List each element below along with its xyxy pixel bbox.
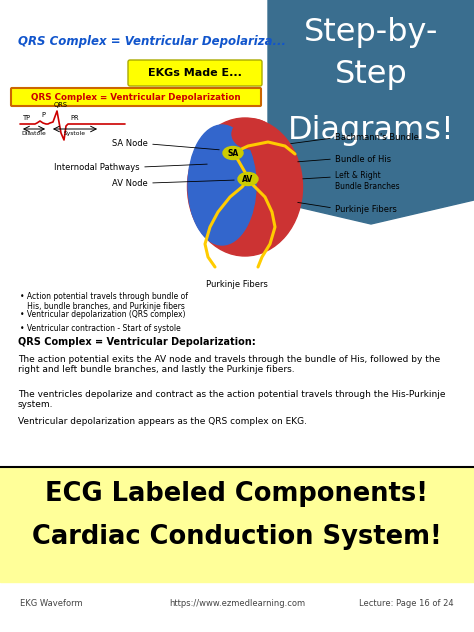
Text: Cardiac Conduction System!: Cardiac Conduction System! bbox=[32, 524, 442, 550]
Text: Systole: Systole bbox=[64, 131, 86, 136]
Text: AV: AV bbox=[242, 174, 254, 183]
Text: Lecture: Page 16 of 24: Lecture: Page 16 of 24 bbox=[359, 600, 454, 609]
Text: TP: TP bbox=[23, 115, 31, 121]
FancyBboxPatch shape bbox=[11, 88, 261, 106]
Text: P: P bbox=[41, 112, 45, 118]
FancyBboxPatch shape bbox=[128, 60, 262, 86]
Text: Bachmann's Bundle: Bachmann's Bundle bbox=[335, 133, 419, 142]
Bar bbox=[8, 99, 266, 284]
Text: ECG Labeled Components!: ECG Labeled Components! bbox=[46, 481, 428, 507]
Text: AV Node: AV Node bbox=[112, 179, 148, 188]
Text: Ventricular depolarization appears as the QRS complex on EKG.: Ventricular depolarization appears as th… bbox=[18, 417, 307, 426]
Text: QRS: QRS bbox=[54, 102, 68, 108]
Text: Left & Right
Bundle Branches: Left & Right Bundle Branches bbox=[335, 171, 400, 191]
Bar bbox=[0, 467, 474, 582]
Text: Diastole: Diastole bbox=[22, 131, 46, 136]
Ellipse shape bbox=[188, 125, 256, 245]
Bar bbox=[0, 0, 474, 467]
Text: • Action potential travels through bundle of
   His, bundle branches, and Purkin: • Action potential travels through bundl… bbox=[20, 292, 188, 312]
Text: QRS Complex = Ventricular Depolarization: QRS Complex = Ventricular Depolarization bbox=[31, 92, 241, 102]
Text: The ventricles depolarize and contract as the action potential travels through t: The ventricles depolarize and contract a… bbox=[18, 390, 446, 410]
Text: Internodal Pathways: Internodal Pathways bbox=[55, 162, 140, 171]
Text: Step: Step bbox=[335, 59, 407, 90]
Text: The action potential exits the AV node and travels through the bundle of His, fo: The action potential exits the AV node a… bbox=[18, 355, 440, 374]
Text: https://www.ezmedlearning.com: https://www.ezmedlearning.com bbox=[169, 600, 305, 609]
Text: SA Node: SA Node bbox=[112, 140, 148, 149]
Text: Purkinje Fibers: Purkinje Fibers bbox=[206, 280, 268, 289]
Text: QRS Complex = Ventricular Depolariza...: QRS Complex = Ventricular Depolariza... bbox=[18, 35, 286, 47]
Ellipse shape bbox=[223, 147, 243, 159]
Text: Purkinje Fibers: Purkinje Fibers bbox=[335, 205, 397, 214]
Ellipse shape bbox=[232, 119, 272, 149]
Text: Bundle of His: Bundle of His bbox=[335, 154, 391, 164]
Text: • Ventricular depolarization (QRS complex): • Ventricular depolarization (QRS comple… bbox=[20, 310, 185, 319]
Text: PR: PR bbox=[71, 115, 79, 121]
Polygon shape bbox=[268, 0, 474, 224]
Text: Diagrams!: Diagrams! bbox=[288, 114, 455, 145]
Ellipse shape bbox=[238, 173, 258, 186]
Text: EKGs Made E...: EKGs Made E... bbox=[148, 68, 242, 78]
Text: EKG Waveform: EKG Waveform bbox=[20, 600, 82, 609]
Text: Step-by-: Step-by- bbox=[304, 16, 438, 47]
Ellipse shape bbox=[188, 118, 302, 256]
Text: • Ventricular contraction - Start of systole: • Ventricular contraction - Start of sys… bbox=[20, 324, 181, 333]
Text: SA: SA bbox=[228, 149, 238, 157]
Text: QRS Complex = Ventricular Depolarization:: QRS Complex = Ventricular Depolarization… bbox=[18, 337, 256, 347]
